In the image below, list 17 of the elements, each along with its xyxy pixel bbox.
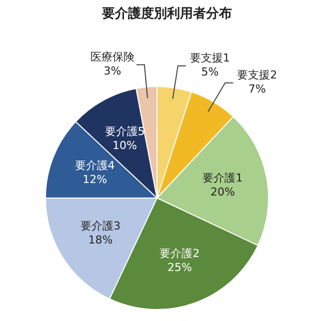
slice-label: 医療保険 bbox=[90, 50, 134, 64]
data-label: 10% bbox=[112, 139, 137, 152]
slice-label: 要介護3 bbox=[80, 220, 121, 233]
slice-label: 要介護2 bbox=[160, 246, 200, 260]
data-label: 5% bbox=[201, 66, 219, 79]
data-label: 7% bbox=[248, 82, 266, 96]
slice-label: 要支援2 bbox=[237, 68, 278, 82]
data-label: 18% bbox=[88, 234, 113, 247]
slice-label: 要介護1 bbox=[202, 171, 243, 184]
data-label: 3% bbox=[104, 64, 122, 78]
data-label: 25% bbox=[167, 260, 192, 274]
slice-label: 要介護4 bbox=[74, 159, 115, 172]
chart-title: 要介護度別利用者分布 bbox=[101, 5, 232, 22]
data-label: 20% bbox=[210, 185, 235, 198]
data-label: 12% bbox=[82, 173, 108, 186]
slice-label: 要介護5 bbox=[104, 125, 145, 138]
slice-label: 要支援1 bbox=[190, 52, 230, 65]
